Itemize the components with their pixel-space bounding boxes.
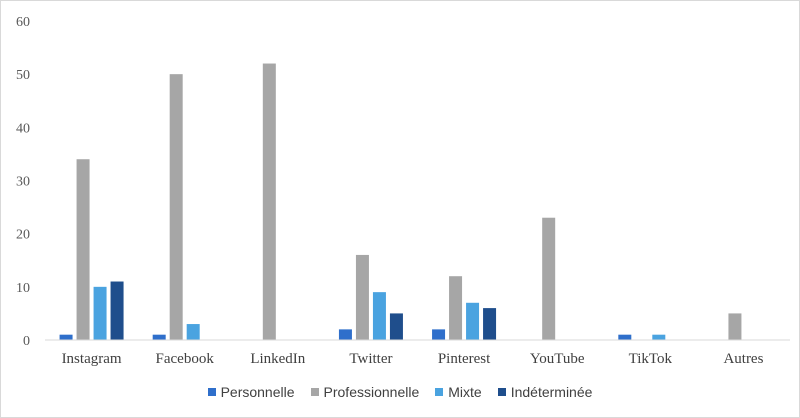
bar-tiktok-mixte [652,334,666,340]
y-tick-label: 60 [16,15,30,30]
x-tick-label: LinkedIn [250,351,305,367]
bar-twitter-indéterminée [389,313,403,340]
y-tick-label: 30 [16,175,30,190]
y-tick-label: 50 [16,68,30,83]
x-axis-labels: Instagram Facebook LinkedIn Twitter Pinteres… [62,351,764,367]
legend: Personnelle Professionnelle Mixte Indétermi… [0,382,800,402]
bar-twitter-personnelle [338,329,352,340]
legend-label: Personnelle [220,384,295,400]
legend-swatch [497,388,506,396]
x-tick-label: Instagram [62,351,122,367]
bar-instagram-indéterminée [110,281,124,340]
bar-facebook-personnelle [152,334,166,340]
x-tick-label: Autres [723,351,763,367]
legend-item: Professionnelle [310,384,420,400]
bar-facebook-professionnelle [169,74,183,341]
y-tick-label: 10 [16,281,30,296]
bar-facebook-mixte [186,324,200,340]
bar-tiktok-personnelle [618,334,632,340]
legend-item: Mixte [435,384,482,400]
bar-instagram-mixte [93,286,107,340]
y-axis-ticks: 0 10 20 30 40 50 60 [16,15,30,349]
bar-autres-professionnelle [728,313,742,340]
bar-instagram-professionnelle [76,159,90,340]
bar-linkedin-professionnelle [262,63,276,341]
y-tick-label: 40 [16,121,30,136]
bar-youtube-professionnelle [542,217,556,340]
bar-twitter-professionnelle [355,254,369,340]
bar-instagram-personnelle [59,334,73,340]
bar-pinterest-personnelle [432,329,446,340]
x-tick-label: Facebook [156,351,215,367]
legend-item: Indéterminée [497,384,593,400]
legend-swatch [435,388,444,396]
legend-item: Personnelle [207,384,295,400]
x-tick-label: Pinterest [438,351,491,367]
x-tick-label: Twitter [349,351,392,367]
y-tick-label: 0 [23,334,30,349]
bar-twitter-mixte [372,292,386,340]
legend-swatch [310,388,319,396]
x-tick-label: TikTok [629,351,673,367]
bar-pinterest-professionnelle [449,276,463,340]
bars [59,63,742,341]
x-tick-label: YouTube [530,351,585,367]
legend-label: Professionnelle [323,384,420,400]
bar-pinterest-indéterminée [483,308,497,340]
bar-pinterest-mixte [466,302,480,340]
y-tick-label: 20 [16,228,30,243]
legend-swatch [207,388,216,396]
legend-label: Mixte [448,384,482,400]
legend-label: Indéterminée [510,384,593,400]
